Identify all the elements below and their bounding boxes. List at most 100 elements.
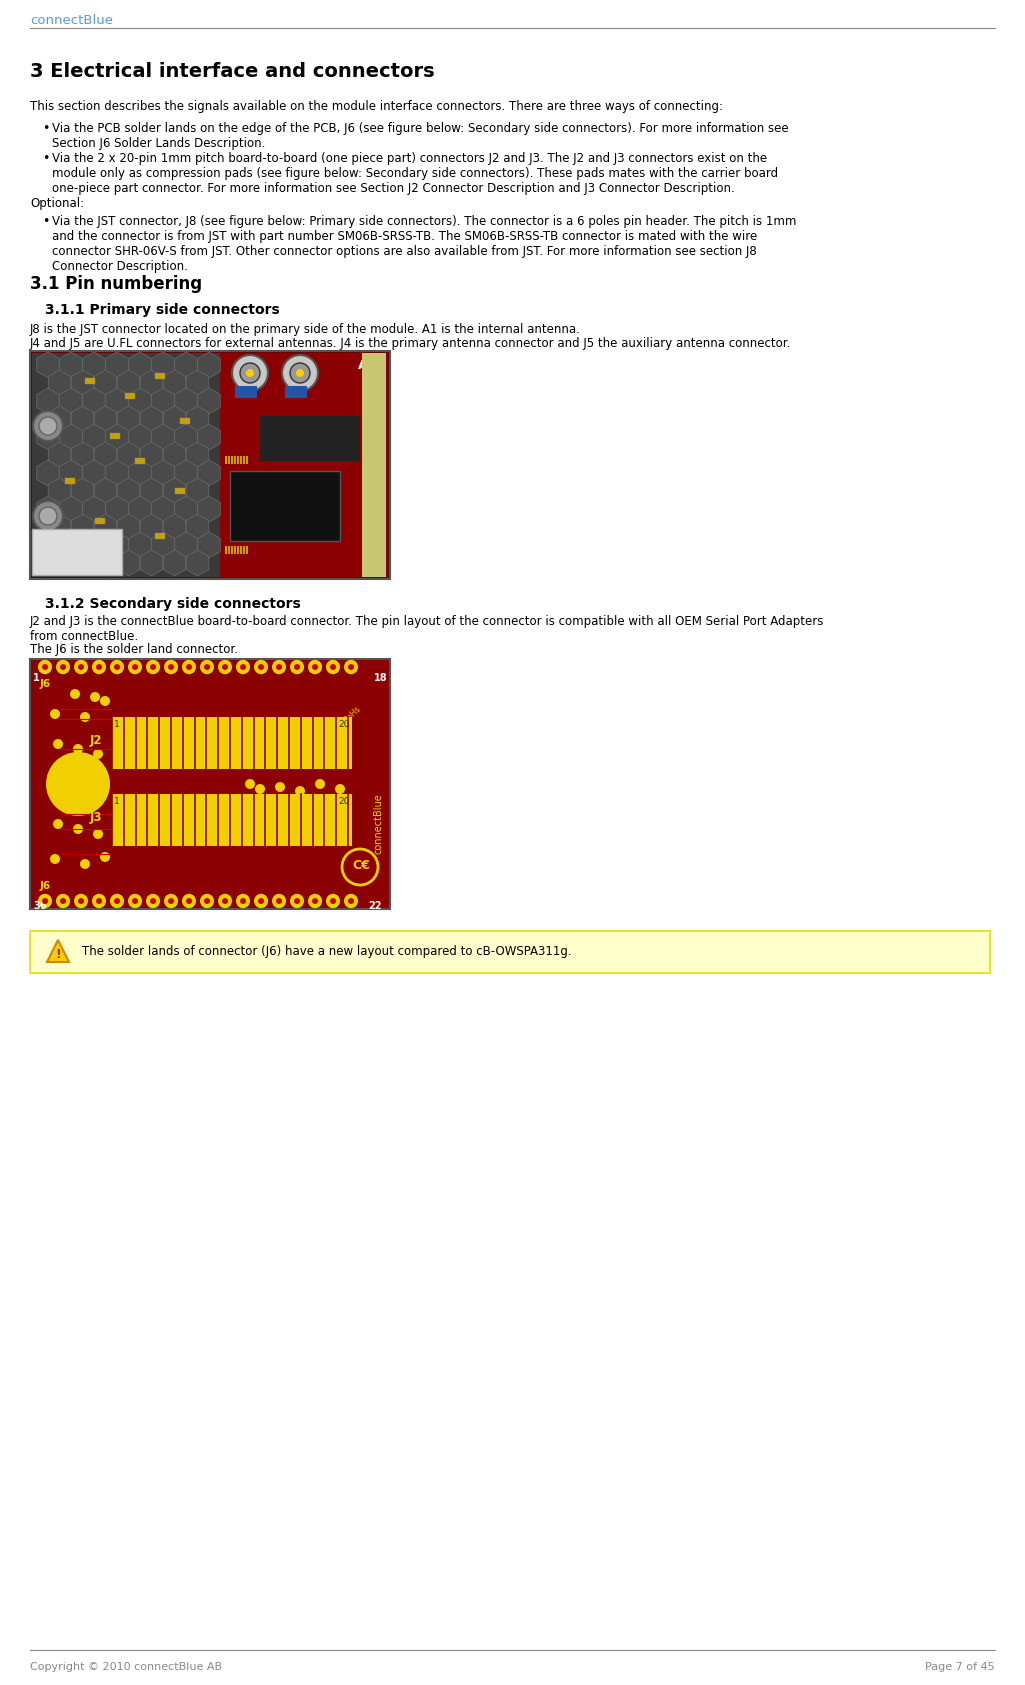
Text: J5: J5 — [237, 388, 247, 398]
Circle shape — [290, 362, 310, 382]
Polygon shape — [129, 425, 152, 450]
Text: 1: 1 — [33, 672, 40, 682]
Text: RoHs: RoHs — [342, 704, 362, 725]
Text: 36: 36 — [33, 901, 46, 912]
Ellipse shape — [92, 661, 106, 674]
Bar — [246, 546, 248, 554]
Polygon shape — [47, 940, 69, 962]
Circle shape — [73, 745, 83, 753]
Polygon shape — [140, 479, 163, 504]
Ellipse shape — [92, 893, 106, 908]
Polygon shape — [106, 352, 128, 377]
Polygon shape — [117, 514, 139, 539]
Polygon shape — [174, 460, 197, 485]
Circle shape — [255, 784, 265, 794]
Circle shape — [348, 664, 354, 671]
Ellipse shape — [182, 893, 196, 908]
Polygon shape — [83, 495, 106, 522]
Polygon shape — [106, 460, 128, 485]
Text: J8 is the JST connector located on the primary side of the module. A1 is the int: J8 is the JST connector located on the p… — [30, 324, 581, 335]
Ellipse shape — [326, 893, 340, 908]
Polygon shape — [37, 388, 59, 415]
Ellipse shape — [254, 893, 268, 908]
Polygon shape — [72, 549, 93, 576]
Circle shape — [240, 898, 246, 903]
Ellipse shape — [164, 893, 178, 908]
Bar — [231, 457, 233, 463]
Ellipse shape — [326, 661, 340, 674]
Polygon shape — [187, 479, 209, 504]
Ellipse shape — [272, 893, 286, 908]
Polygon shape — [59, 460, 82, 485]
Ellipse shape — [74, 893, 88, 908]
Polygon shape — [72, 479, 93, 504]
Bar — [240, 546, 242, 554]
Text: connectBlue: connectBlue — [373, 794, 383, 854]
Polygon shape — [94, 371, 117, 396]
Polygon shape — [140, 514, 163, 539]
Polygon shape — [152, 352, 174, 377]
Polygon shape — [198, 460, 220, 485]
Polygon shape — [163, 371, 186, 396]
Polygon shape — [83, 532, 106, 558]
Text: Optional:: Optional: — [30, 197, 84, 211]
Ellipse shape — [344, 661, 358, 674]
Polygon shape — [83, 388, 106, 415]
Ellipse shape — [182, 661, 196, 674]
Text: This section describes the signals available on the module interface connectors.: This section describes the signals avail… — [30, 99, 723, 113]
Polygon shape — [94, 406, 117, 431]
Circle shape — [90, 693, 100, 703]
Text: 18: 18 — [374, 672, 387, 682]
Text: C€: C€ — [352, 859, 370, 873]
Text: •: • — [42, 216, 49, 227]
Bar — [226, 546, 227, 554]
Polygon shape — [83, 352, 106, 377]
Polygon shape — [198, 495, 220, 522]
Ellipse shape — [236, 661, 250, 674]
Text: The solder lands of connector (J6) have a new layout compared to cB-OWSPA311g.: The solder lands of connector (J6) have … — [82, 945, 572, 959]
Polygon shape — [140, 406, 163, 431]
Text: !: ! — [55, 947, 60, 960]
Ellipse shape — [308, 893, 322, 908]
Bar — [231, 546, 233, 554]
Polygon shape — [37, 352, 59, 377]
Polygon shape — [129, 388, 152, 415]
Circle shape — [258, 898, 264, 903]
Text: Copyright © 2010 connectBlue AB: Copyright © 2010 connectBlue AB — [30, 1661, 222, 1672]
Circle shape — [330, 898, 336, 903]
Circle shape — [46, 752, 110, 816]
Polygon shape — [129, 352, 152, 377]
Text: •: • — [42, 121, 49, 135]
Text: 3.1 Pin numbering: 3.1 Pin numbering — [30, 275, 202, 293]
Circle shape — [240, 362, 260, 382]
Circle shape — [335, 784, 345, 794]
Circle shape — [295, 785, 305, 795]
Circle shape — [53, 819, 63, 829]
Ellipse shape — [56, 661, 70, 674]
Polygon shape — [129, 495, 152, 522]
Circle shape — [100, 696, 110, 706]
Polygon shape — [187, 514, 209, 539]
Bar — [155, 372, 165, 379]
Ellipse shape — [344, 893, 358, 908]
Ellipse shape — [218, 893, 232, 908]
Polygon shape — [152, 460, 174, 485]
Polygon shape — [48, 514, 71, 539]
Polygon shape — [129, 460, 152, 485]
Polygon shape — [198, 388, 220, 415]
Bar — [85, 377, 95, 384]
Bar — [285, 386, 308, 398]
Ellipse shape — [128, 661, 142, 674]
Polygon shape — [37, 532, 59, 558]
Circle shape — [100, 853, 110, 863]
Polygon shape — [106, 495, 128, 522]
Circle shape — [232, 356, 268, 391]
Bar — [65, 479, 75, 484]
Polygon shape — [106, 388, 128, 415]
Polygon shape — [59, 495, 82, 522]
Bar — [175, 489, 184, 494]
Text: RS9110-LI: RS9110-LI — [245, 500, 309, 511]
Polygon shape — [59, 532, 82, 558]
Circle shape — [114, 664, 120, 671]
Bar — [228, 546, 230, 554]
